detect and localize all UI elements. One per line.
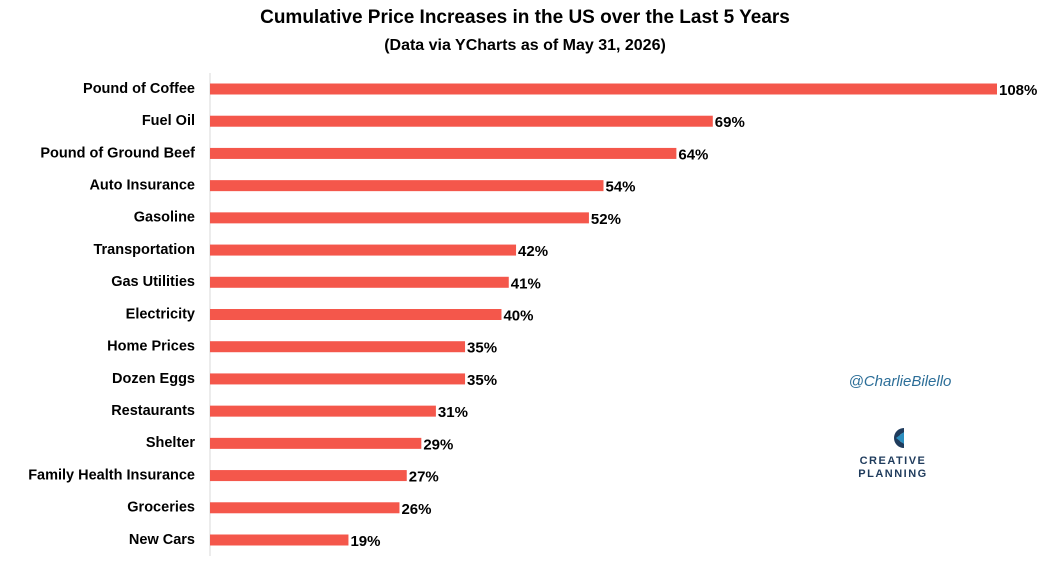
bar xyxy=(210,373,466,385)
bar xyxy=(210,341,466,353)
bar xyxy=(210,115,713,127)
category-label: Pound of Coffee xyxy=(83,81,195,97)
bar xyxy=(210,276,509,288)
bar xyxy=(210,212,589,224)
category-label: Groceries xyxy=(127,500,195,516)
logo-icon-accent xyxy=(896,432,904,444)
category-label: Home Prices xyxy=(107,339,195,355)
value-label: 41% xyxy=(511,275,541,292)
category-label: Gas Utilities xyxy=(111,274,195,290)
value-label: 64% xyxy=(678,146,708,163)
category-label: Shelter xyxy=(146,435,196,451)
watermark: @CharlieBilello xyxy=(849,373,952,390)
category-label: Electricity xyxy=(126,306,195,322)
bar xyxy=(210,502,400,514)
value-label: 27% xyxy=(409,469,439,486)
category-label: Gasoline xyxy=(134,210,195,226)
bar xyxy=(210,470,407,482)
category-label: Family Health Insurance xyxy=(28,467,195,483)
logo-text: PLANNING xyxy=(858,468,927,480)
bar xyxy=(210,83,997,95)
value-label: 54% xyxy=(606,179,636,196)
value-label: 52% xyxy=(591,211,621,228)
category-label: Dozen Eggs xyxy=(112,371,195,387)
value-label: 42% xyxy=(518,243,548,260)
logo-text: CREATIVE xyxy=(860,455,927,467)
logo: CREATIVE PLANNING xyxy=(858,428,927,480)
bar xyxy=(210,437,422,449)
value-label: 29% xyxy=(423,436,453,453)
bar xyxy=(210,147,677,159)
bar xyxy=(210,534,349,546)
category-label: Restaurants xyxy=(111,403,195,419)
value-label: 69% xyxy=(715,114,745,131)
category-label: New Cars xyxy=(129,532,195,548)
category-label: Transportation xyxy=(93,242,195,258)
bar xyxy=(210,309,502,320)
value-label: 108% xyxy=(999,82,1037,99)
bar xyxy=(210,180,604,192)
bar xyxy=(210,244,517,256)
value-label: 19% xyxy=(350,533,380,550)
chart-subtitle: (Data via YCharts as of May 31, 2026) xyxy=(384,37,666,54)
value-label: 40% xyxy=(503,307,533,324)
bar xyxy=(210,405,436,417)
value-label: 35% xyxy=(467,372,497,389)
category-label: Auto Insurance xyxy=(89,177,195,193)
value-label: 31% xyxy=(438,404,468,421)
category-label: Pound of Ground Beef xyxy=(40,145,195,161)
chart-title: Cumulative Price Increases in the US ove… xyxy=(260,7,790,28)
value-label: 35% xyxy=(467,340,497,357)
category-label: Fuel Oil xyxy=(142,113,195,129)
value-label: 26% xyxy=(401,501,431,518)
